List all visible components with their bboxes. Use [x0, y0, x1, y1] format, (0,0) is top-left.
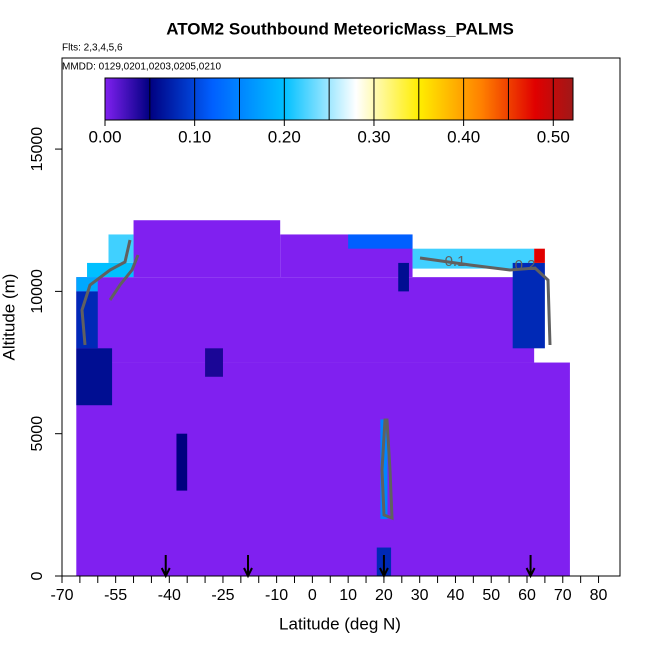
contour-label: 0.1 — [445, 253, 466, 270]
y-tick-label: 0 — [29, 571, 46, 580]
x-tick-label: 10 — [339, 587, 357, 604]
cell — [348, 234, 413, 249]
x-tick-label: 50 — [482, 587, 500, 604]
contour-label: 0.2 — [515, 257, 536, 274]
cell — [76, 291, 98, 349]
y-tick-label: 15000 — [29, 127, 46, 172]
cell — [76, 277, 98, 292]
colorbar — [104, 77, 574, 121]
flight-arrow — [160, 555, 171, 579]
y-axis-label: Altitude (m) — [0, 274, 18, 361]
subtitle: Flts: 2,3,4,5,6 — [62, 43, 123, 54]
cell — [380, 419, 388, 520]
cell — [133, 220, 281, 278]
curtain — [76, 220, 570, 576]
x-tick-label: 0 — [308, 587, 317, 604]
annotation: MMDD: 0129,0201,0203,0205,0210 — [62, 62, 221, 73]
contour-line — [108, 254, 140, 301]
colorbar-tick-label: 0.50 — [537, 127, 570, 146]
x-tick-label: 40 — [447, 587, 465, 604]
plot-frame — [61, 57, 621, 577]
x-tick-label: 80 — [590, 587, 608, 604]
cell — [534, 248, 545, 263]
x-tick-label: -70 — [50, 587, 73, 604]
cell — [76, 277, 535, 363]
x-tick-label: -55 — [104, 587, 127, 604]
colorbar-tick-label: 0.10 — [178, 127, 211, 146]
flight-arrow — [525, 555, 536, 579]
colorbar-tick-label: 0.00 — [88, 127, 121, 146]
x-tick-label: -10 — [265, 587, 288, 604]
cell — [76, 348, 113, 406]
cell — [176, 433, 188, 491]
y-tick-label: 5000 — [29, 416, 46, 452]
cell — [412, 248, 535, 269]
contour-line — [80, 239, 132, 346]
y-tick-label: 10000 — [29, 269, 46, 314]
colorbar-tick-label: 0.30 — [357, 127, 390, 146]
contour-line — [419, 256, 552, 346]
cell — [76, 362, 570, 576]
chart-title: ATOM2 Southbound MeteoricMass_PALMS — [166, 19, 514, 38]
x-tick-label: 20 — [375, 587, 393, 604]
colorbar-tick-label: 0.20 — [268, 127, 301, 146]
cell — [398, 262, 409, 292]
x-tick-label: 70 — [554, 587, 572, 604]
cell — [108, 234, 134, 263]
cell — [205, 348, 223, 377]
x-tick-label: -25 — [211, 587, 234, 604]
flight-arrow — [243, 555, 253, 579]
x-tick-label: -40 — [158, 587, 181, 604]
x-axis-label: Latitude (deg N) — [279, 614, 401, 633]
x-tick-label: 60 — [518, 587, 536, 604]
colorbar-tick-label: 0.40 — [447, 127, 480, 146]
cell — [512, 262, 545, 349]
contour-line — [380, 418, 394, 521]
x-tick-label: 30 — [411, 587, 429, 604]
contours — [80, 239, 552, 521]
